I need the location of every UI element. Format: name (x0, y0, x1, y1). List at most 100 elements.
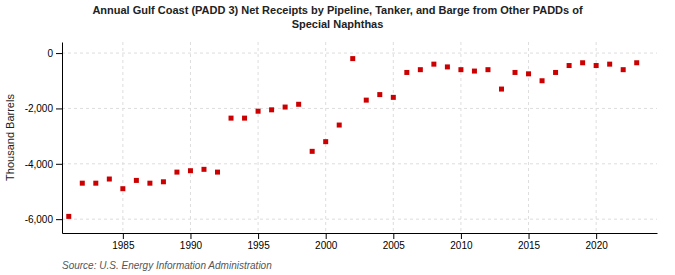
tick: -6,000 (25, 214, 62, 225)
point (513, 70, 518, 75)
grid-line (325, 42, 326, 233)
tick-label: 1990 (180, 240, 203, 251)
tick-label: 2015 (518, 240, 541, 251)
point (553, 70, 558, 75)
point (134, 178, 139, 183)
point (607, 62, 612, 67)
tick: 1985 (112, 233, 135, 251)
point (269, 107, 274, 112)
tick: 0 (47, 48, 62, 59)
point (310, 149, 315, 154)
tick-mark (393, 233, 394, 239)
y-axis: 0 -2,000 -4,000 -6,000 (25, 43, 63, 234)
point (404, 70, 409, 75)
point (472, 69, 477, 74)
tick: 1995 (247, 233, 270, 251)
tick: 1990 (180, 233, 203, 251)
tick-mark (596, 233, 597, 239)
point (526, 71, 531, 76)
axis-line (63, 233, 658, 234)
point (445, 64, 450, 69)
point (391, 95, 396, 100)
point (242, 116, 247, 121)
chart: 1985 1990 1995 2000 2005 2010 2015 2020 0 -2,000 -… (0, 0, 675, 275)
point (594, 63, 599, 68)
point (283, 105, 288, 110)
tick-mark (56, 53, 62, 54)
points (66, 56, 639, 219)
tick-mark (529, 233, 530, 239)
tick-mark (190, 233, 191, 239)
tick-label: 0 (47, 48, 53, 59)
point (66, 214, 71, 219)
point (174, 170, 179, 175)
grid-line (528, 42, 529, 233)
point (499, 87, 504, 92)
x-axis: 1985 1990 1995 2000 2005 2010 2015 2020 (63, 233, 658, 251)
point (215, 170, 220, 175)
tick-mark (258, 233, 259, 239)
point (621, 67, 626, 72)
tick-mark (56, 219, 62, 220)
point (107, 177, 112, 182)
point (93, 181, 98, 186)
tick: -4,000 (25, 158, 62, 169)
tick-label: -2,000 (25, 103, 54, 114)
tick: -2,000 (25, 103, 62, 114)
grid-line (393, 42, 394, 233)
point (485, 67, 490, 72)
grid-line (62, 163, 657, 164)
grid-line (258, 42, 259, 233)
point (377, 92, 382, 97)
point (80, 181, 85, 186)
point (337, 123, 342, 128)
grid-line (122, 42, 123, 233)
tick: 2010 (450, 233, 473, 251)
point (188, 168, 193, 173)
grid-line (596, 42, 597, 233)
point (120, 186, 125, 191)
grid-line (62, 219, 657, 220)
point (567, 63, 572, 68)
point (147, 181, 152, 186)
point (364, 98, 369, 103)
tick-label: 2005 (383, 240, 406, 251)
point (634, 60, 639, 65)
point (256, 109, 261, 114)
point (431, 62, 436, 67)
tick-label: -6,000 (25, 214, 54, 225)
tick-mark (326, 233, 327, 239)
tick-mark (461, 233, 462, 239)
point (580, 60, 585, 65)
subtitle: Special Naphthas (292, 18, 384, 30)
point (418, 67, 423, 72)
tick-label: 2020 (586, 240, 609, 251)
point (296, 102, 301, 107)
point (229, 116, 234, 121)
tick: 2020 (586, 233, 609, 251)
tick-label: 2000 (315, 240, 338, 251)
grid-line (190, 42, 191, 233)
tick-mark (123, 233, 124, 239)
tick-mark (56, 164, 62, 165)
source: Source: U.S. Energy Information Administ… (62, 260, 272, 271)
tick-label: 1995 (247, 240, 270, 251)
axis-line (62, 43, 63, 234)
grid (62, 42, 657, 233)
point (161, 179, 166, 184)
point (458, 67, 463, 72)
point (201, 167, 206, 172)
point (540, 78, 545, 83)
tick: 2015 (518, 233, 541, 251)
plot: 1985 1990 1995 2000 2005 2010 2015 2020 0 -2,000 -… (25, 42, 658, 251)
tick-label: 2010 (450, 240, 473, 251)
tick: 2000 (315, 233, 338, 251)
grid-line (62, 108, 657, 109)
point (350, 56, 355, 61)
tick-mark (56, 108, 62, 109)
grid-line (62, 53, 657, 54)
point (323, 139, 328, 144)
tick: 2005 (383, 233, 406, 251)
title: Annual Gulf Coast (PADD 3) Net Receipts … (92, 4, 583, 16)
y-axis-title: Thousand Barrels (4, 94, 16, 181)
